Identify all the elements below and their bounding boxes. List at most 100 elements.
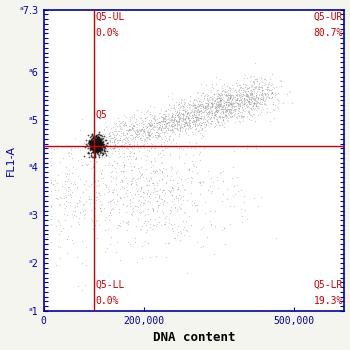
- Point: [119, 168, 124, 174]
- Point: [277, 78, 282, 83]
- Point: [156, 166, 161, 172]
- Point: [184, 102, 190, 108]
- Point: [207, 116, 213, 122]
- Point: [132, 163, 137, 169]
- Point: [94, 145, 100, 150]
- Point: [226, 91, 231, 97]
- Point: [155, 132, 160, 138]
- Point: [228, 92, 233, 98]
- Point: [138, 189, 143, 194]
- Point: [146, 121, 151, 126]
- Point: [183, 116, 188, 121]
- Point: [127, 116, 132, 121]
- Point: [264, 109, 270, 115]
- Point: [103, 184, 108, 189]
- Point: [224, 92, 230, 98]
- Point: [275, 90, 281, 96]
- Point: [105, 226, 110, 232]
- Point: [222, 108, 228, 114]
- Point: [94, 138, 99, 144]
- Point: [253, 102, 259, 108]
- Point: [154, 132, 159, 138]
- Point: [223, 107, 229, 113]
- Point: [90, 139, 96, 144]
- Point: [97, 141, 102, 147]
- Point: [193, 108, 199, 114]
- Point: [92, 136, 98, 141]
- Point: [197, 96, 203, 101]
- Point: [236, 97, 242, 103]
- Point: [176, 116, 182, 121]
- Point: [89, 149, 95, 155]
- Point: [75, 173, 81, 178]
- Point: [154, 168, 160, 174]
- Point: [97, 144, 102, 150]
- Point: [215, 108, 220, 114]
- Point: [158, 134, 163, 139]
- Point: [93, 145, 99, 150]
- Point: [121, 168, 126, 174]
- Point: [227, 95, 233, 100]
- Point: [88, 141, 94, 147]
- Point: [259, 84, 265, 90]
- Point: [131, 139, 137, 145]
- Point: [133, 224, 139, 229]
- Point: [254, 78, 259, 83]
- Point: [94, 146, 100, 152]
- Point: [186, 132, 191, 137]
- Point: [214, 100, 219, 106]
- Point: [265, 92, 271, 98]
- Point: [93, 148, 98, 153]
- Point: [152, 120, 157, 125]
- Point: [202, 108, 208, 113]
- Point: [228, 102, 233, 107]
- Point: [142, 238, 148, 243]
- Point: [58, 229, 64, 234]
- Point: [205, 188, 211, 193]
- Point: [118, 124, 123, 130]
- Point: [228, 93, 234, 99]
- Point: [221, 91, 227, 97]
- Point: [96, 140, 102, 145]
- Point: [135, 131, 140, 137]
- Point: [227, 110, 233, 116]
- Point: [136, 122, 142, 128]
- Point: [235, 95, 241, 100]
- Point: [184, 112, 190, 117]
- Point: [201, 105, 206, 110]
- Point: [112, 148, 117, 154]
- Point: [87, 141, 92, 147]
- Point: [225, 102, 230, 108]
- Point: [219, 121, 225, 127]
- Point: [69, 170, 75, 176]
- Point: [247, 79, 252, 84]
- Point: [176, 154, 182, 159]
- Point: [152, 146, 158, 151]
- Point: [87, 141, 93, 147]
- Point: [173, 117, 178, 122]
- Point: [169, 225, 175, 231]
- Point: [161, 125, 166, 131]
- Point: [218, 100, 223, 106]
- Point: [93, 138, 99, 144]
- Point: [161, 202, 166, 207]
- Point: [89, 218, 95, 224]
- Point: [146, 129, 152, 134]
- Point: [117, 138, 122, 143]
- Point: [212, 112, 217, 118]
- Point: [213, 114, 218, 119]
- Point: [121, 185, 127, 191]
- Point: [123, 146, 128, 151]
- Point: [83, 245, 89, 250]
- Point: [221, 100, 226, 106]
- Point: [229, 175, 234, 181]
- Point: [147, 119, 153, 125]
- Point: [124, 220, 129, 226]
- Point: [195, 90, 200, 96]
- Point: [174, 121, 180, 126]
- Point: [97, 147, 103, 153]
- Point: [227, 100, 232, 106]
- Point: [169, 204, 174, 210]
- Point: [231, 93, 236, 98]
- Point: [196, 117, 202, 122]
